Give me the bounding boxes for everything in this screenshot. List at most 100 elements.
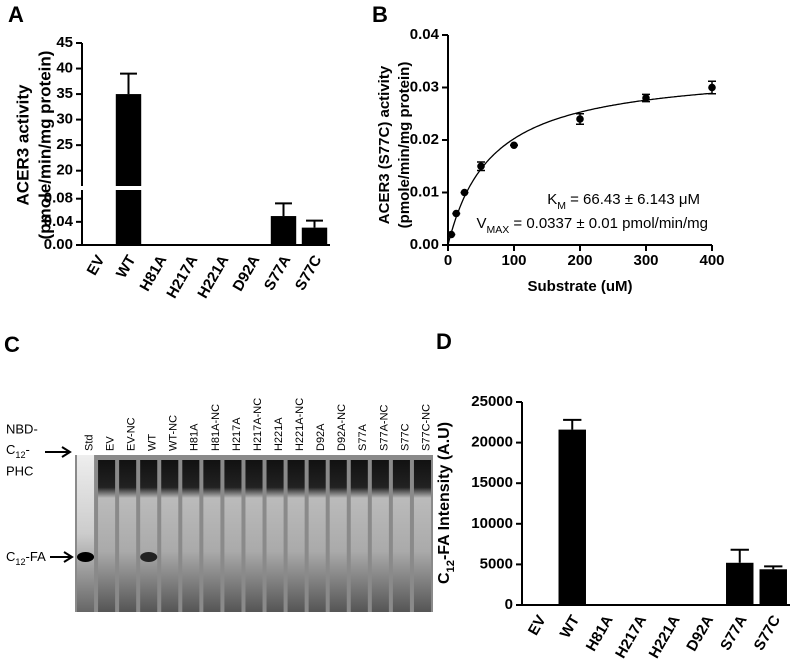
lane-label: S77C [399,423,411,451]
lane-label: S77C-NC [420,404,432,451]
y-tick-label: 0.00 [410,236,439,253]
lane-label: H217A [231,417,243,451]
annotation-part: V [476,215,486,232]
gel-lane [392,460,410,612]
x-tick-label: H221A [646,612,684,661]
x-tick-label: H217A [612,612,650,661]
substrate-label: PHC [6,463,33,478]
y-tick-label: 25000 [471,393,513,410]
x-tick-label: 0 [444,252,452,269]
lane-label: S77A-NC [378,404,390,451]
y-tick-label: 0.00 [44,236,73,253]
annotation-part: M [557,200,566,212]
data-point [447,230,456,239]
annotation: VMAX = 0.0337 ± 0.01 pmol/min/mg [476,215,708,236]
error-bar [764,565,783,570]
lane-label: D92A-NC [336,404,348,451]
lane-label: WT [147,434,159,451]
data-point [642,94,650,102]
data-point [510,141,518,150]
y-tick-label: 25 [56,136,73,153]
y-tick-label: 20000 [471,434,513,451]
substrate-label: C12- [6,442,30,460]
y-axis-label: (pmole/min/mg protein) [35,51,54,240]
y-axis-label: C12-FA Intensity (A.U) [436,422,457,584]
substrate-label-part: 12 [15,450,25,460]
y-axis-label: ACER3 (S77C) activity [376,65,393,224]
gel-band [77,552,95,562]
bar [759,569,787,605]
gel-lane [161,460,179,612]
substrate-label-part: - [26,442,30,457]
gel-lane [203,460,221,612]
x-tick-label: WT [557,612,583,641]
y-tick-label: 5000 [480,555,513,572]
product-label-part: 12 [15,557,25,567]
lane-label: Std [83,434,95,451]
gel-lane [119,460,137,612]
gel-lane [350,460,368,612]
x-tick-label: S77C [292,252,326,293]
annotation-part: = 66.43 ± 6.143 μM [566,191,700,208]
y-tick-label: 0.08 [44,190,73,207]
gel-lane [329,460,347,612]
annotation: KM = 66.43 ± 6.143 μM [547,191,700,212]
y-tick-label: 45 [56,34,73,51]
data-point [460,188,469,197]
lane-label: H217A-NC [252,398,264,451]
bar [270,216,297,245]
error-bar [120,72,137,95]
x-tick-label: S77A [261,252,295,293]
product-label-part: -FA [26,549,47,564]
panel-letter: D [436,329,452,354]
gel-lane [224,460,242,612]
error-bar [730,548,749,563]
y-tick-label: 0.04 [44,213,74,230]
data-point [576,115,584,123]
data-point [708,83,716,92]
error-bar [306,219,323,228]
gel-band [140,552,158,562]
gel-lane [371,460,389,612]
bar [558,429,586,605]
arrow [45,446,72,458]
y-axis-label: (pmole/min/mg protein) [396,62,413,229]
lane-label: H221A [273,417,285,451]
x-tick-label: WT [113,252,139,281]
gel-lane [98,460,116,612]
y-tick-label: 40 [56,60,73,77]
fit-curve [447,92,713,246]
y-tick-label: 0.03 [410,78,439,95]
lane-label: EV-NC [126,417,138,451]
substrate-label: NBD- [6,421,38,436]
y-tick-label: 30 [56,111,73,128]
y-tick-label: 10000 [471,515,513,532]
y-tick-label: 0.01 [410,183,439,200]
lane-label: D92A [315,423,327,451]
annotation-part: MAX [486,224,509,236]
gel-lane [77,455,95,612]
gel-lane [245,460,263,612]
gel-lane [182,460,200,612]
x-tick-label: H221A [194,252,232,301]
y-axis-label-part: C [436,572,453,584]
lane-label: WT-NC [168,415,180,451]
product-label: C12-FA [6,549,46,567]
lane-label: H81A-NC [210,404,222,451]
x-tick-label: D92A [229,252,263,294]
substrate-label-part: C [6,442,15,457]
bar [115,190,142,245]
bar [301,227,328,245]
y-axis-label-part: 12 [445,560,457,572]
y-tick-label: 35 [56,85,73,102]
x-tick-label: H81A [583,612,617,654]
gel-lane [266,460,284,612]
lane-label: H81A [189,423,201,451]
bar [115,94,142,186]
panel-letter: B [372,2,388,27]
x-tick-label: EV [525,612,550,638]
x-tick-label: S77A [717,612,751,653]
lane-label: EV [104,436,116,451]
annotation-part: K [547,191,557,208]
